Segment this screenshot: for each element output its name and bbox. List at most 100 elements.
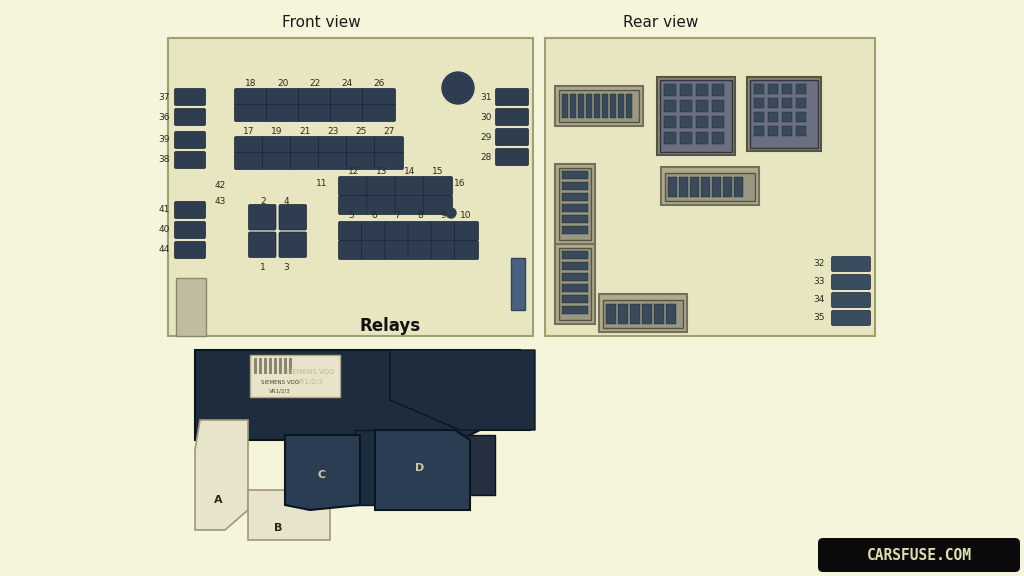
Text: 26: 26 <box>374 78 385 88</box>
Text: 32: 32 <box>814 260 825 268</box>
Bar <box>168 38 534 336</box>
Bar <box>662 167 759 205</box>
FancyBboxPatch shape <box>395 176 424 195</box>
Polygon shape <box>248 490 330 540</box>
FancyBboxPatch shape <box>262 153 292 169</box>
FancyBboxPatch shape <box>174 131 206 149</box>
Text: A: A <box>214 495 222 505</box>
Bar <box>665 173 755 201</box>
Polygon shape <box>375 430 470 510</box>
FancyBboxPatch shape <box>375 153 403 169</box>
Bar <box>545 38 874 336</box>
FancyBboxPatch shape <box>174 151 206 169</box>
FancyBboxPatch shape <box>299 89 332 105</box>
FancyBboxPatch shape <box>431 241 456 260</box>
Bar <box>754 84 764 94</box>
Bar <box>264 358 266 374</box>
FancyBboxPatch shape <box>339 241 362 260</box>
Bar <box>602 94 608 118</box>
Bar <box>562 193 588 201</box>
FancyBboxPatch shape <box>831 293 870 308</box>
Bar <box>696 100 708 112</box>
Polygon shape <box>195 420 248 530</box>
Circle shape <box>442 72 474 104</box>
Bar <box>664 100 676 112</box>
Text: 8: 8 <box>417 211 423 221</box>
Text: 16: 16 <box>455 179 466 188</box>
Text: 43: 43 <box>214 196 225 206</box>
Bar <box>279 358 282 374</box>
Bar <box>782 98 792 108</box>
Text: 42: 42 <box>214 181 225 191</box>
Bar <box>511 258 525 310</box>
Bar <box>562 306 588 314</box>
Bar <box>796 112 806 122</box>
Text: Front view: Front view <box>282 15 360 30</box>
FancyBboxPatch shape <box>423 176 453 195</box>
FancyBboxPatch shape <box>291 137 319 153</box>
Text: 34: 34 <box>814 295 825 305</box>
FancyBboxPatch shape <box>831 275 870 290</box>
FancyBboxPatch shape <box>174 241 206 259</box>
Text: SIEMENS VDO: SIEMENS VDO <box>261 381 299 385</box>
Bar <box>630 304 640 324</box>
Text: 25: 25 <box>355 127 367 135</box>
FancyBboxPatch shape <box>262 137 292 153</box>
FancyBboxPatch shape <box>361 222 386 241</box>
Text: SIEMENS VDO: SIEMENS VDO <box>286 369 334 375</box>
FancyBboxPatch shape <box>266 89 299 105</box>
Bar <box>680 132 692 144</box>
Bar <box>562 226 588 234</box>
Bar <box>768 98 778 108</box>
Bar <box>355 430 380 505</box>
Text: 17: 17 <box>244 127 255 135</box>
Bar <box>696 116 708 128</box>
FancyBboxPatch shape <box>299 104 332 122</box>
Bar <box>768 112 778 122</box>
Bar <box>618 94 624 118</box>
FancyBboxPatch shape <box>318 137 347 153</box>
FancyBboxPatch shape <box>818 538 1020 572</box>
Text: 13: 13 <box>376 166 387 176</box>
Bar <box>606 304 616 324</box>
Text: 4: 4 <box>284 196 289 206</box>
Bar <box>754 112 764 122</box>
Bar <box>562 94 568 118</box>
Text: 15: 15 <box>432 166 443 176</box>
Bar <box>626 94 632 118</box>
Bar <box>750 80 818 148</box>
FancyBboxPatch shape <box>318 153 347 169</box>
FancyBboxPatch shape <box>249 204 276 230</box>
FancyBboxPatch shape <box>279 232 306 257</box>
FancyBboxPatch shape <box>831 310 870 325</box>
FancyBboxPatch shape <box>408 241 432 260</box>
Bar <box>712 116 724 128</box>
Text: 35: 35 <box>813 313 825 323</box>
Bar <box>796 98 806 108</box>
Bar <box>555 244 595 324</box>
Bar <box>555 86 643 126</box>
FancyBboxPatch shape <box>385 222 409 241</box>
FancyBboxPatch shape <box>279 204 306 230</box>
Text: 41: 41 <box>159 206 170 214</box>
FancyBboxPatch shape <box>339 176 368 195</box>
FancyBboxPatch shape <box>346 137 376 153</box>
Bar <box>586 94 592 118</box>
FancyBboxPatch shape <box>174 89 206 105</box>
Bar <box>559 168 591 240</box>
FancyBboxPatch shape <box>362 104 395 122</box>
FancyBboxPatch shape <box>375 137 403 153</box>
Bar <box>603 300 683 328</box>
Text: VR1/2/3: VR1/2/3 <box>296 379 324 385</box>
Text: D: D <box>416 463 425 473</box>
Text: 18: 18 <box>246 78 257 88</box>
Bar <box>274 358 276 374</box>
Bar <box>168 342 538 542</box>
Bar <box>618 304 628 324</box>
Bar <box>679 177 688 197</box>
Bar <box>734 177 743 197</box>
Bar <box>680 84 692 96</box>
Bar <box>664 84 676 96</box>
Bar <box>746 77 821 151</box>
FancyBboxPatch shape <box>266 104 299 122</box>
